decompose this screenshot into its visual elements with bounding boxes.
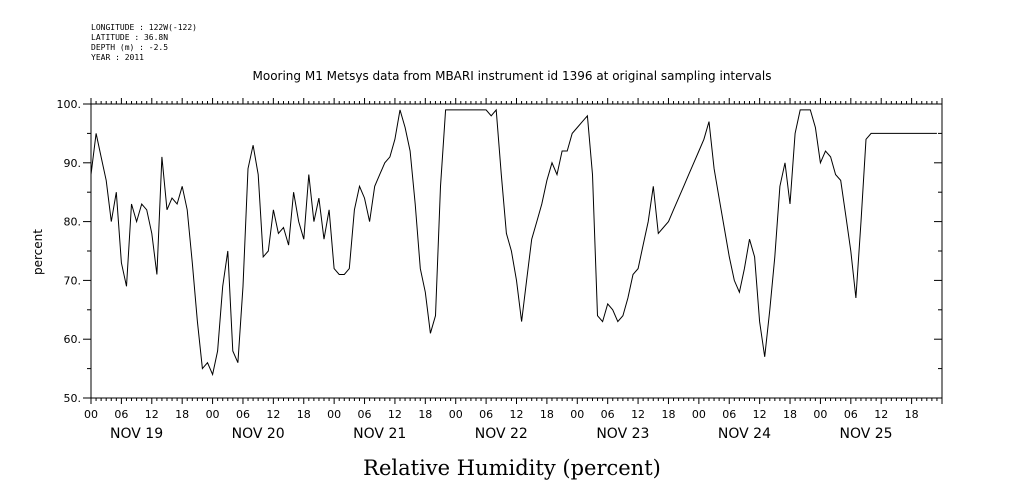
humidity-series-line: [90, 108, 937, 377]
hour-tick-label: 06: [358, 408, 372, 421]
hour-tick-label: 00: [206, 408, 220, 421]
hour-tick-label: 00: [813, 408, 827, 421]
y-axis-label: percent: [31, 229, 45, 275]
longitude-label: LONGITUDE : 122W(-122): [91, 23, 197, 32]
day-label: NOV 21: [353, 426, 406, 442]
hour-tick-label: 00: [327, 408, 341, 421]
plot-frame: [90, 103, 943, 399]
hour-tick-label: 00: [84, 408, 98, 421]
hour-tick-label: 06: [236, 408, 250, 421]
year-label: YEAR : 2011: [91, 53, 144, 62]
day-label: NOV 22: [475, 426, 528, 442]
hour-tick-label: 18: [661, 408, 675, 421]
hour-tick-label: 06: [114, 408, 128, 421]
y-tick-label: 60.: [64, 333, 82, 346]
day-label: NOV 24: [718, 426, 771, 442]
hour-tick-label: 00: [449, 408, 463, 421]
chart-title: Mooring M1 Metsys data from MBARI instru…: [253, 69, 772, 83]
latitude-label: LATITUDE : 36.8N: [91, 33, 168, 42]
metadata-block: LONGITUDE : 122W(-122) LATITUDE : 36.8N …: [91, 23, 197, 62]
day-label: NOV 20: [232, 426, 285, 442]
y-tick-label: 80.: [64, 216, 82, 229]
day-label: NOV 25: [839, 426, 892, 442]
y-tick-label: 50.: [64, 392, 82, 405]
hour-tick-label: 18: [297, 408, 311, 421]
hour-tick-label: 00: [692, 408, 706, 421]
y-tick-label: 70.: [64, 274, 82, 287]
y-tick-label: 90.: [64, 157, 82, 170]
hour-tick-label: 12: [266, 408, 280, 421]
y-tick-labels: 50. 60. 70. 80. 90. 100.: [57, 98, 82, 405]
depth-label: DEPTH (m) : -2.5: [91, 43, 168, 52]
hour-tick-label: 18: [418, 408, 432, 421]
hour-tick-label: 06: [722, 408, 736, 421]
hour-tick-label: 18: [783, 408, 797, 421]
x-axis-label: Relative Humidity (percent): [363, 456, 661, 480]
hour-tick-label: 06: [479, 408, 493, 421]
hour-tick-label: 00: [570, 408, 584, 421]
hour-tick-label: 12: [388, 408, 402, 421]
axis-ticks: [83, 98, 943, 404]
day-label: NOV 19: [110, 426, 163, 442]
hour-tick-label: 06: [601, 408, 615, 421]
hour-tick-label: 18: [540, 408, 554, 421]
hour-tick-label: 12: [145, 408, 159, 421]
day-label: NOV 23: [596, 426, 649, 442]
hour-tick-label: 18: [175, 408, 189, 421]
hour-tick-label: 12: [510, 408, 524, 421]
hour-tick-label: 18: [905, 408, 919, 421]
hour-tick-label: 12: [753, 408, 767, 421]
hour-tick-label: 12: [874, 408, 888, 421]
y-tick-label: 100.: [57, 98, 82, 111]
hour-tick-labels: 00 06 12 18 00 06 12 18 00 06 12 18 00 06 12 18 00 06 12 18…: [84, 408, 919, 421]
hour-tick-label: 12: [631, 408, 645, 421]
day-labels: NOV 19 NOV 20 NOV 21 NOV 22 NOV 23 NOV 24 NOV …: [110, 426, 893, 442]
hour-tick-label: 06: [844, 408, 858, 421]
